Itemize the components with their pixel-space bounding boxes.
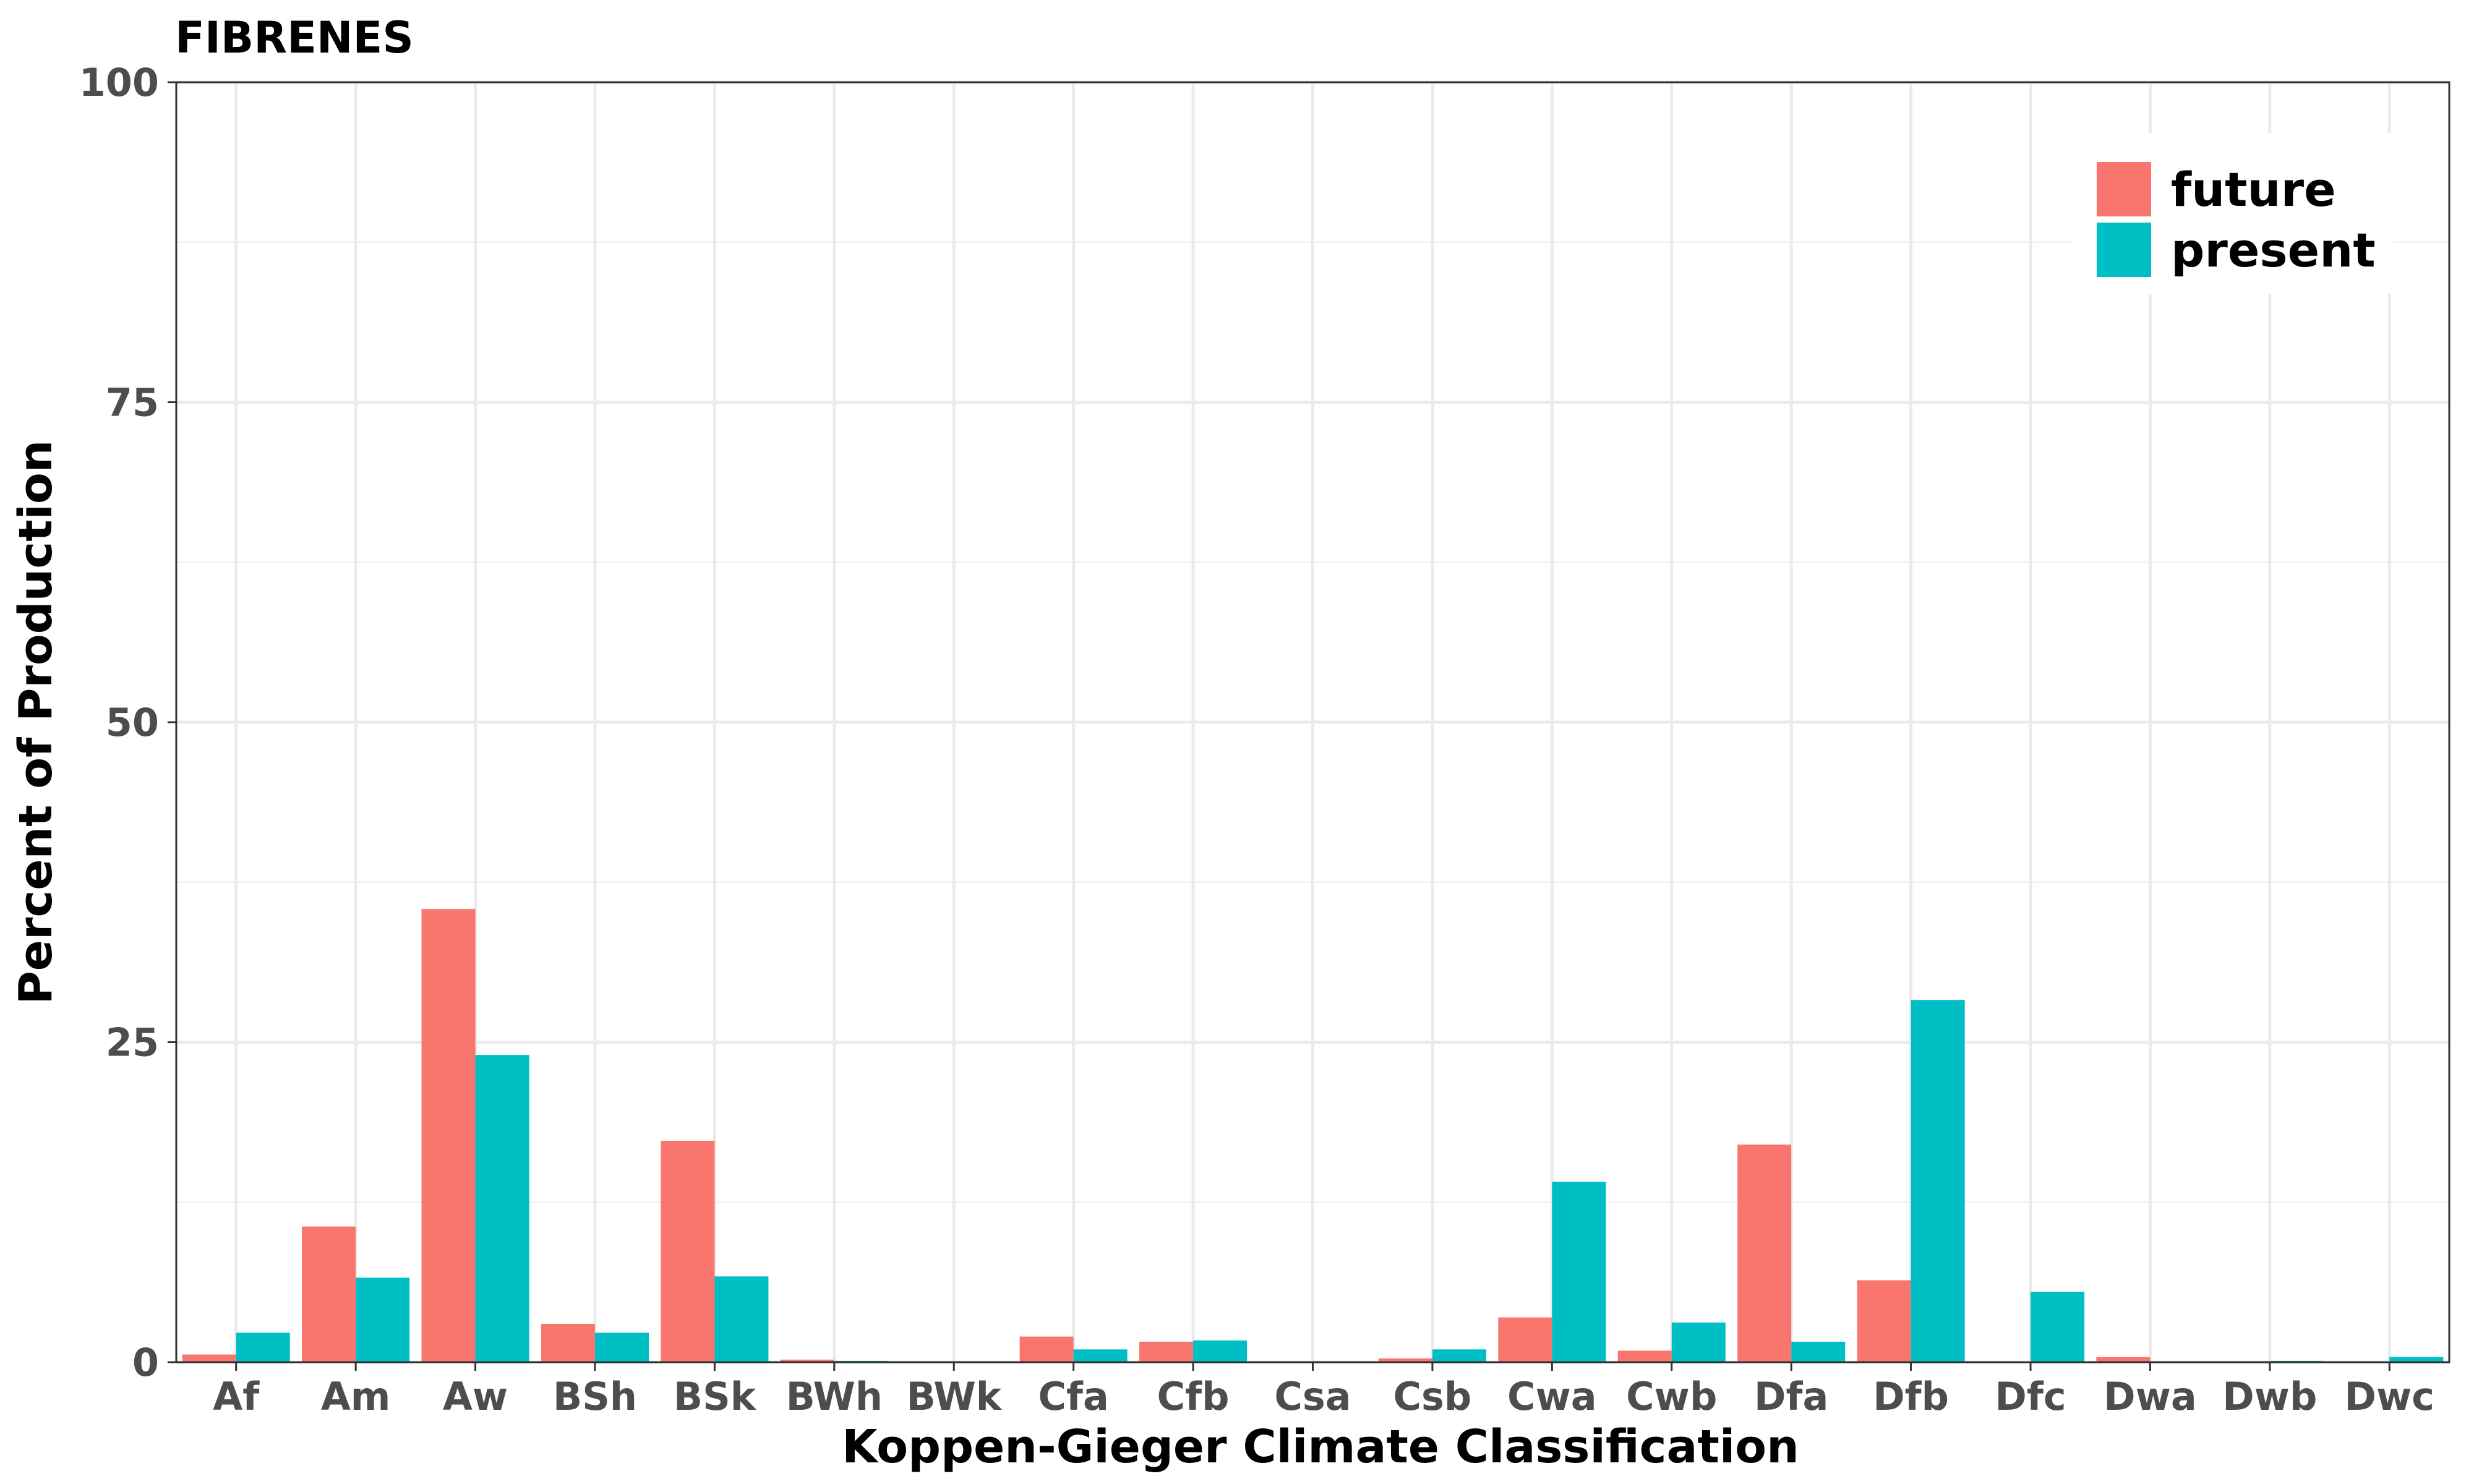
x-tick-label: Csa [1274, 1374, 1351, 1419]
x-tick-label: Dwc [2345, 1374, 2435, 1419]
x-tick-label: BWh [786, 1374, 883, 1419]
bar-future-Cfb [1139, 1341, 1194, 1362]
legend-key-future [2097, 162, 2151, 216]
bar-future-BSh [541, 1323, 595, 1362]
x-tick-label: Aw [443, 1374, 508, 1419]
x-tick-label: Dfc [1995, 1374, 2066, 1419]
bar-future-Dfb [1857, 1280, 1911, 1362]
x-axis: Af Am Aw BSh BSk BWh BWk Cfa Cfb Csa Csb Cwa Cwb Dfa D… [213, 1362, 2434, 1419]
bar-future-BSk [661, 1140, 715, 1362]
bar-present-Cwb [1671, 1322, 1726, 1362]
bar-present-Cwa [1552, 1182, 1606, 1362]
legend-label-present: present [2171, 223, 2376, 278]
bar-future-Cwa [1498, 1317, 1552, 1362]
x-tick-label: Am [321, 1374, 391, 1419]
bar-future-Af [182, 1354, 236, 1362]
chart-title: FIBRENES [175, 12, 414, 63]
bars [182, 909, 2444, 1362]
x-tick-label: BSh [553, 1374, 637, 1419]
bar-present-Dfb [1911, 1000, 1965, 1362]
bar-present-BSk [714, 1276, 769, 1362]
x-tick-label: Dwa [2104, 1374, 2197, 1419]
legend: future present [2072, 133, 2394, 294]
x-tick-label: Cwb [1626, 1374, 1717, 1419]
legend-key-present [2097, 223, 2151, 277]
x-tick-label: Dfa [1754, 1374, 1828, 1419]
bar-future-Cfa [1019, 1336, 1074, 1362]
bar-future-BWh [780, 1359, 834, 1362]
x-tick-label: BSk [674, 1374, 757, 1419]
bar-future-Csb [1378, 1358, 1432, 1362]
bar-future-Dfa [1737, 1145, 1792, 1362]
bar-future-Aw [421, 909, 476, 1362]
y-tick-label: 25 [106, 1020, 159, 1065]
bar-present-Dfa [1791, 1341, 1846, 1362]
legend-label-future: future [2171, 162, 2336, 217]
x-axis-title: Koppen-Gieger Climate Classification [842, 1420, 1799, 1473]
x-tick-label: Cwa [1507, 1374, 1597, 1419]
x-tick-label: Cfb [1157, 1374, 1230, 1419]
bar-present-Aw [475, 1055, 529, 1362]
bar-present-Csb [1432, 1349, 1486, 1362]
bar-present-Am [356, 1277, 410, 1362]
bar-present-Af [236, 1333, 290, 1362]
bar-future-Cwb [1617, 1350, 1672, 1362]
y-axis: 0 25 50 75 100 [79, 60, 176, 1385]
bar-present-Dfc [2031, 1292, 2085, 1362]
x-tick-label: Dwb [2222, 1374, 2317, 1419]
bar-future-Am [302, 1226, 356, 1362]
x-tick-label: Dfb [1873, 1374, 1949, 1419]
bar-present-Dwc [2389, 1357, 2444, 1362]
bar-present-Cfb [1193, 1340, 1248, 1362]
x-tick-label: Cfa [1038, 1374, 1109, 1419]
y-axis-title: Percent of Production [9, 440, 62, 1005]
x-tick-label: Af [213, 1374, 260, 1419]
x-tick-label: BWk [906, 1374, 1002, 1419]
y-tick-label: 50 [106, 700, 159, 745]
y-tick-label: 0 [132, 1340, 159, 1385]
x-tick-label: Csb [1393, 1374, 1472, 1419]
bar-present-BSh [594, 1333, 649, 1362]
bar-present-Cfa [1073, 1349, 1128, 1362]
y-tick-label: 100 [79, 60, 159, 105]
y-tick-label: 75 [106, 380, 159, 425]
bar-future-Dwa [2096, 1357, 2151, 1362]
